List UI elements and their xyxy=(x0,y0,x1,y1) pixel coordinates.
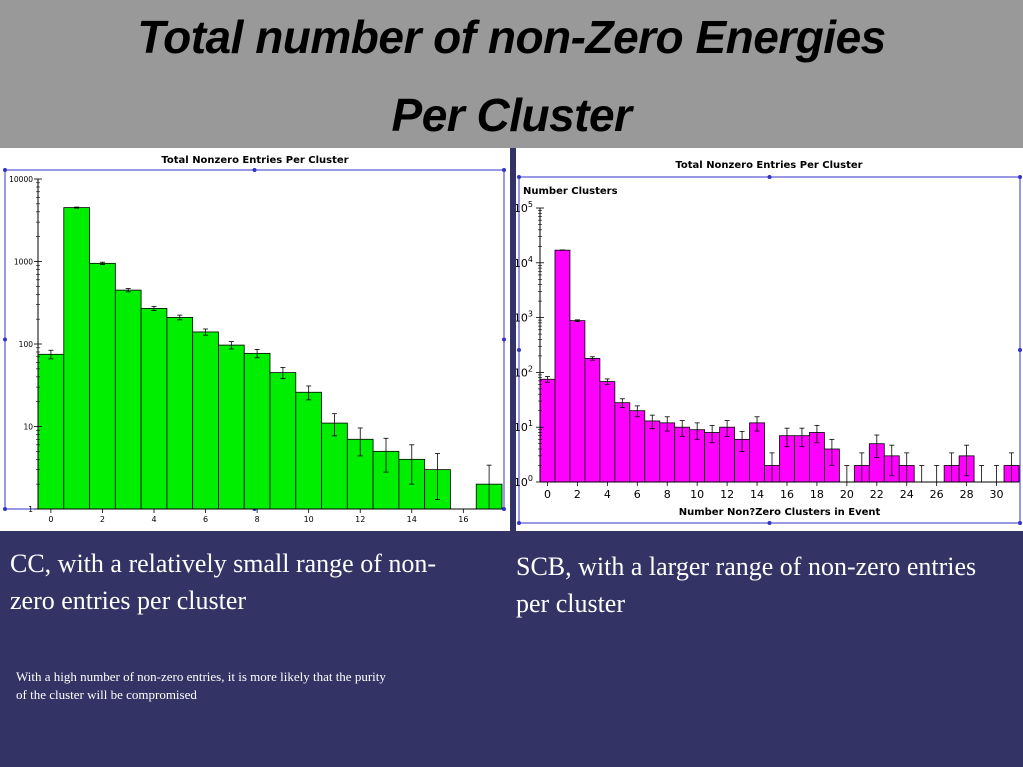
cc-x-tick-label: 0 xyxy=(48,515,53,524)
scb-frame-handle xyxy=(1018,175,1022,179)
cc-caption: CC, with a relatively small range of non… xyxy=(10,549,437,615)
scb-bar xyxy=(629,410,646,483)
scb-bar xyxy=(569,320,586,483)
slide-title-line-1: Total number of non-Zero Energies xyxy=(137,11,886,63)
scb-x-tick-label: 20 xyxy=(840,488,854,501)
scb-frame-handle xyxy=(517,521,521,525)
cc-x-tick-label: 6 xyxy=(203,515,208,524)
scb-y-tick-label: 100 xyxy=(516,474,533,489)
cc-bar xyxy=(37,353,65,510)
scb-x-tick-label: 8 xyxy=(664,488,671,501)
scb-y-tick-label: 104 xyxy=(516,255,533,270)
scb-x-tick-label: 14 xyxy=(750,488,764,501)
scb-bar xyxy=(644,420,661,483)
cc-x-tick-label: 10 xyxy=(304,515,314,524)
scb-bar xyxy=(614,402,631,483)
cc-x-tick-label: 2 xyxy=(100,515,105,524)
cc-bar xyxy=(192,331,219,510)
scb-bar xyxy=(599,381,616,483)
cc-bar xyxy=(269,372,297,510)
scb-y-tick-label: 103 xyxy=(516,310,533,325)
purity-note: With a high number of non-zero entries, … xyxy=(16,669,386,702)
cc-frame-handle xyxy=(252,168,257,172)
scb-chart-title: Total Nonzero Entries Per Cluster xyxy=(675,160,862,171)
scb-bar xyxy=(584,358,601,483)
title-band: Total number of non-Zero Energies Per Cl… xyxy=(0,0,1023,148)
scb-x-tick-label: 30 xyxy=(990,488,1004,501)
cc-x-tick-label: 14 xyxy=(407,515,417,524)
cc-y-tick-label: 1 xyxy=(28,505,33,514)
cc-x-tick-label: 12 xyxy=(355,515,365,524)
scb-caption: SCB, with a larger range of non-zero ent… xyxy=(516,552,977,618)
scb-x-tick-label: 16 xyxy=(780,488,794,501)
scb-histogram: Total Nonzero Entries Per Cluster1001011… xyxy=(514,160,1022,525)
scb-bar xyxy=(554,249,571,483)
scb-x-axis-label: Number Non?Zero Clusters in Event xyxy=(679,507,881,518)
cc-chart-panel: Total Nonzero Entries Per Cluster 1 10 100 1… xyxy=(0,148,510,531)
cc-frame-handle xyxy=(3,337,7,342)
scb-x-tick-label: 0 xyxy=(544,488,551,501)
scb-x-tick-label: 4 xyxy=(604,488,611,501)
scb-x-tick-label: 6 xyxy=(634,488,641,501)
scb-y-tick-label: 105 xyxy=(516,200,533,215)
scb-x-tick-label: 12 xyxy=(720,488,734,501)
cc-bar xyxy=(114,289,142,510)
cc-bar xyxy=(321,422,348,510)
scb-frame-handle xyxy=(767,175,772,179)
scb-x-tick-label: 2 xyxy=(574,488,581,501)
scb-frame-handle xyxy=(517,348,521,352)
scb-bar xyxy=(749,422,765,483)
scb-x-tick-label: 28 xyxy=(960,488,974,501)
slide-title-line-2: Per Cluster xyxy=(391,89,632,141)
cc-bar xyxy=(140,308,168,510)
scb-y-tick-label: 101 xyxy=(516,419,533,434)
scb-frame-handle xyxy=(517,175,521,179)
cc-y-tick-label: 100 xyxy=(19,340,34,349)
scb-y-axis-label: Number Clusters xyxy=(523,186,618,197)
cc-bar xyxy=(63,207,90,510)
cc-frame-handle xyxy=(3,168,7,172)
cc-x-tick-label: 16 xyxy=(458,515,468,524)
cc-bar xyxy=(295,391,322,510)
cc-bar xyxy=(89,262,116,510)
scb-x-tick-label: 18 xyxy=(810,488,824,501)
cc-bar xyxy=(166,317,194,510)
scb-x-tick-label: 26 xyxy=(930,488,944,501)
cc-x-tick-label: 4 xyxy=(151,515,156,524)
cc-histogram: Total Nonzero Entries Per Cluster1101001… xyxy=(3,155,506,524)
cc-x-tick-label: 8 xyxy=(255,515,260,524)
cc-frame-handle xyxy=(502,168,506,172)
cc-frame-handle xyxy=(502,337,506,342)
scb-frame-handle xyxy=(1018,521,1022,525)
scb-y-tick-label: 102 xyxy=(516,364,533,379)
scb-x-tick-label: 10 xyxy=(690,488,704,501)
cc-y-tick-label: 10 xyxy=(23,423,33,432)
cc-bar xyxy=(218,344,245,510)
scb-x-tick-label: 24 xyxy=(900,488,914,501)
scb-bar xyxy=(659,422,676,483)
scb-frame-handle xyxy=(1018,348,1022,352)
scb-chart-panel: Total Nonzero Entries Per Cluster 100 101 1… xyxy=(514,148,1023,531)
cc-bar xyxy=(243,352,271,510)
scb-frame-handle xyxy=(767,521,772,525)
cc-frame-handle xyxy=(502,507,506,511)
scb-x-tick-label: 22 xyxy=(870,488,884,501)
scb-bar xyxy=(539,378,556,483)
cc-y-tick-label: 10000 xyxy=(9,175,33,184)
cc-frame-handle xyxy=(3,507,7,511)
cc-y-tick-label: 1000 xyxy=(14,258,33,267)
cc-chart-title: Total Nonzero Entries Per Cluster xyxy=(161,155,348,166)
